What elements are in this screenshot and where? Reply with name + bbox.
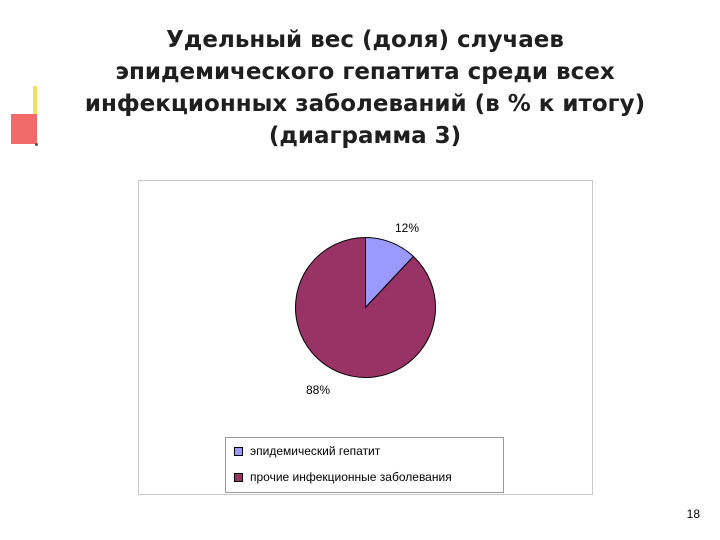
legend-item-0: эпидемический гепатит xyxy=(234,443,380,459)
data-label-0: 12% xyxy=(395,221,419,235)
pie-slices xyxy=(295,236,436,378)
data-label-1: 88% xyxy=(306,383,330,397)
slide-title: Удельный вес (доля) случаев эпидемическо… xyxy=(40,24,690,152)
legend-item-1: прочие инфекционные заболевания xyxy=(234,469,452,485)
legend-label-0: эпидемический гепатит xyxy=(250,444,381,458)
title-line-1: Удельный вес (доля) случаев xyxy=(166,27,564,53)
legend-swatch-0 xyxy=(234,446,243,456)
decor-dot xyxy=(35,143,38,146)
pie-chart: 12% 88% xyxy=(295,221,436,397)
pie-slice-1 xyxy=(295,236,436,378)
legend-label-1: прочие инфекционные заболевания xyxy=(250,470,452,484)
title-line-4: (диаграмма 3) xyxy=(268,123,462,149)
legend-swatch-1 xyxy=(234,472,243,482)
decor-red-block xyxy=(11,114,37,144)
page-number: 18 xyxy=(686,507,700,521)
chart-legend: эпидемический гепатит прочие инфекционны… xyxy=(225,437,504,493)
title-line-3: инфекционных заболеваний (в % к итогу) xyxy=(84,91,646,117)
title-line-2: эпидемического гепатита среди всех xyxy=(115,59,615,85)
